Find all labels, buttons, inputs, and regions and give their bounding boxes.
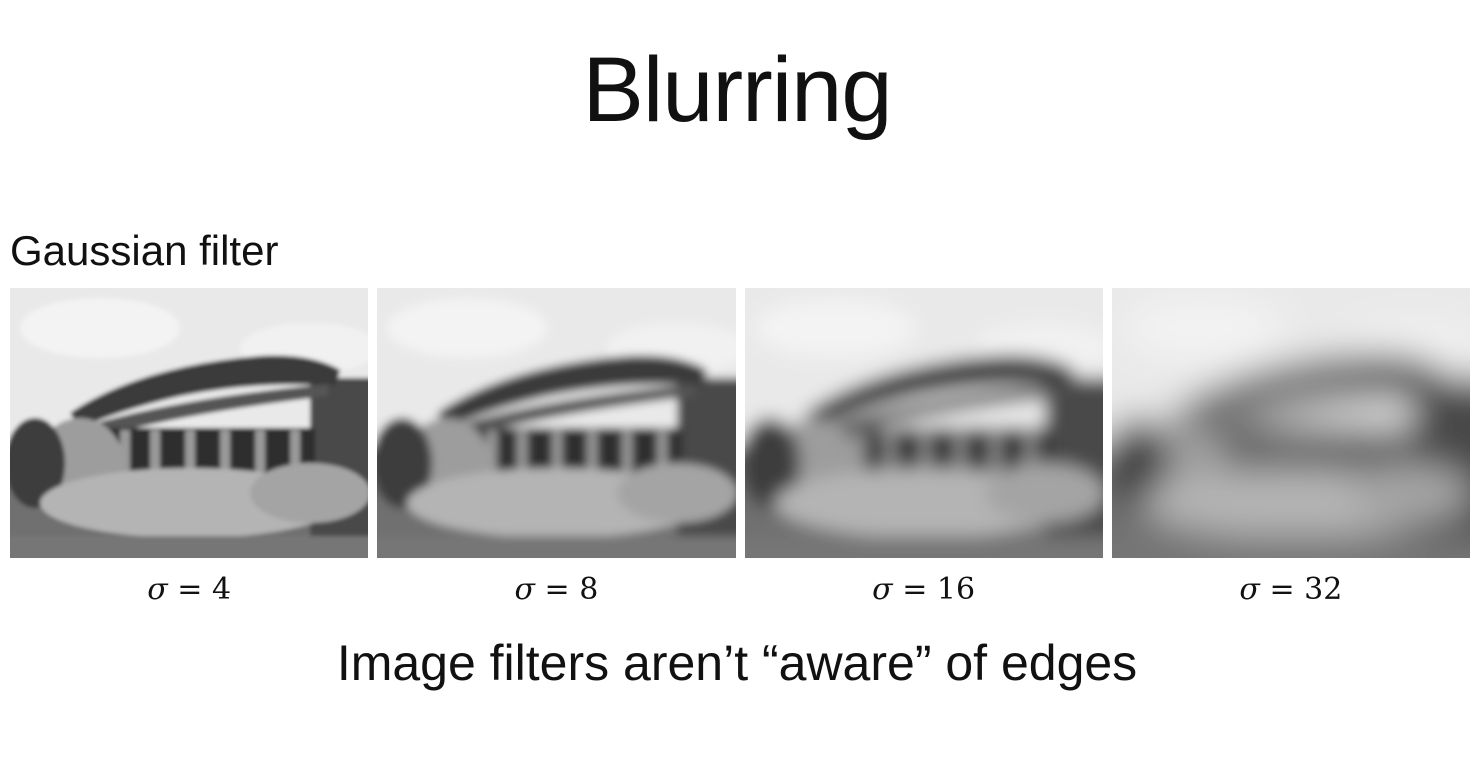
caption-sigma-4: σ = 4 — [10, 572, 368, 607]
blurred-image-sigma-32 — [1111, 288, 1470, 558]
caption-row: σ = 4 σ = 8 σ = 16 σ = 32 — [10, 572, 1470, 607]
caption-symbol: σ — [514, 572, 535, 607]
caption-value: 8 — [579, 572, 599, 607]
section-label: Gaussian filter — [10, 227, 279, 274]
caption-relation: = — [177, 572, 203, 607]
caption-value: 32 — [1304, 572, 1343, 607]
caption-value: 16 — [936, 572, 976, 607]
caption-sigma-32: σ = 32 — [1112, 572, 1470, 607]
caption-relation: = — [902, 572, 928, 607]
caption-relation: = — [544, 572, 570, 607]
blurred-image-sigma-8 — [377, 288, 736, 558]
caption-sigma-8: σ = 8 — [377, 572, 735, 607]
caption-symbol: σ — [872, 572, 893, 607]
blurred-image-sigma-4 — [10, 288, 369, 558]
caption-symbol: σ — [147, 572, 168, 607]
blurred-image-sigma-16 — [744, 288, 1103, 558]
caption-sigma-16: σ = 16 — [745, 572, 1103, 607]
caption-value: 4 — [211, 572, 232, 607]
caption-relation: = — [1269, 572, 1295, 607]
caption-symbol: σ — [1239, 572, 1260, 607]
footer-statement: Image filters aren’t “aware” of edges — [336, 635, 1138, 691]
image-strip — [10, 288, 1470, 558]
slide-title: Blurring — [582, 39, 892, 141]
